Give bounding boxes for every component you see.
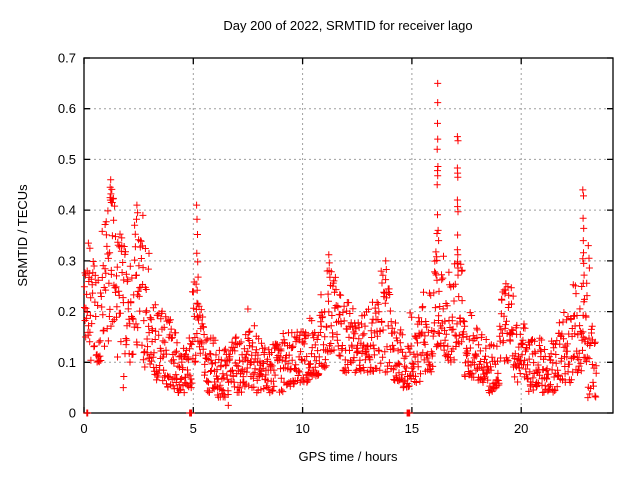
y-tick-label: 0.4	[58, 203, 76, 218]
x-axis-label: GPS time / hours	[299, 449, 398, 464]
data-points-path	[80, 79, 600, 417]
scatter-points	[80, 79, 600, 417]
tick-labels: 0 5 10 15 20 0 0.1 0.2 0.3 0.4 0.5 0.6 0.7	[58, 51, 529, 437]
y-tick-label: 0.7	[58, 51, 76, 66]
y-tick-label: 0.1	[58, 355, 76, 370]
y-tick-label: 0.5	[58, 152, 76, 167]
x-tick-label: 0	[80, 421, 87, 436]
chart-title: Day 200 of 2022, SRMTID for receiver lag…	[223, 18, 472, 33]
x-tick-label: 10	[295, 421, 309, 436]
x-tick-label: 15	[405, 421, 419, 436]
y-tick-label: 0	[69, 406, 76, 421]
plot-border	[83, 57, 614, 414]
y-tick-label: 0.2	[58, 304, 76, 319]
x-tick-label: 20	[514, 421, 528, 436]
x-tick-label: 5	[190, 421, 197, 436]
y-axis-label: SRMTID / TECUs	[15, 184, 30, 287]
y-tick-label: 0.3	[58, 253, 76, 268]
y-tick-label: 0.6	[58, 101, 76, 116]
